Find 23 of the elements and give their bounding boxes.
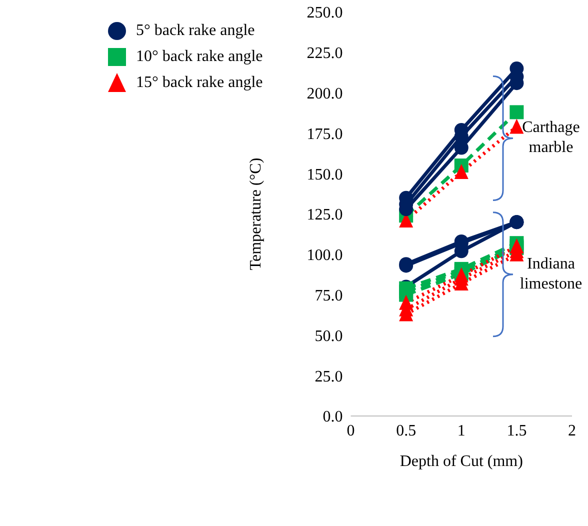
x-tick-label: 1: [457, 422, 466, 440]
legend-label: 10° back rake angle: [136, 48, 263, 66]
y-tick-label: 75.0: [314, 287, 343, 304]
y-axis-title: Temperature (°C): [247, 158, 264, 270]
annotation: Carthage marble: [522, 119, 580, 156]
y-tick-label: 150.0: [306, 166, 343, 184]
x-tick-label: 0.5: [396, 422, 416, 440]
annotation: Indiana limestone: [520, 255, 582, 292]
y-tick-label: 175.0: [306, 126, 343, 143]
x-tick-label: 0: [346, 422, 355, 440]
y-tick-label: 100.0: [306, 247, 343, 264]
y-tick-label: 200.0: [306, 85, 343, 102]
y-tick-label: 25.0: [314, 368, 343, 386]
legend-label: 5° back rake angle: [136, 22, 255, 40]
x-axis-title: Depth of Cut (mm): [400, 453, 523, 470]
y-tick-label: 225.0: [306, 45, 343, 62]
y-tick-label: 0.0: [322, 408, 343, 426]
y-tick-label: 250.0: [306, 4, 343, 22]
x-tick-label: 1.5: [506, 422, 527, 440]
legend-label: 15° back rake angle: [136, 74, 263, 92]
y-tick-label: 125.0: [306, 206, 343, 224]
y-tick-label: 50.0: [314, 328, 343, 345]
x-tick-label: 2: [568, 422, 576, 440]
